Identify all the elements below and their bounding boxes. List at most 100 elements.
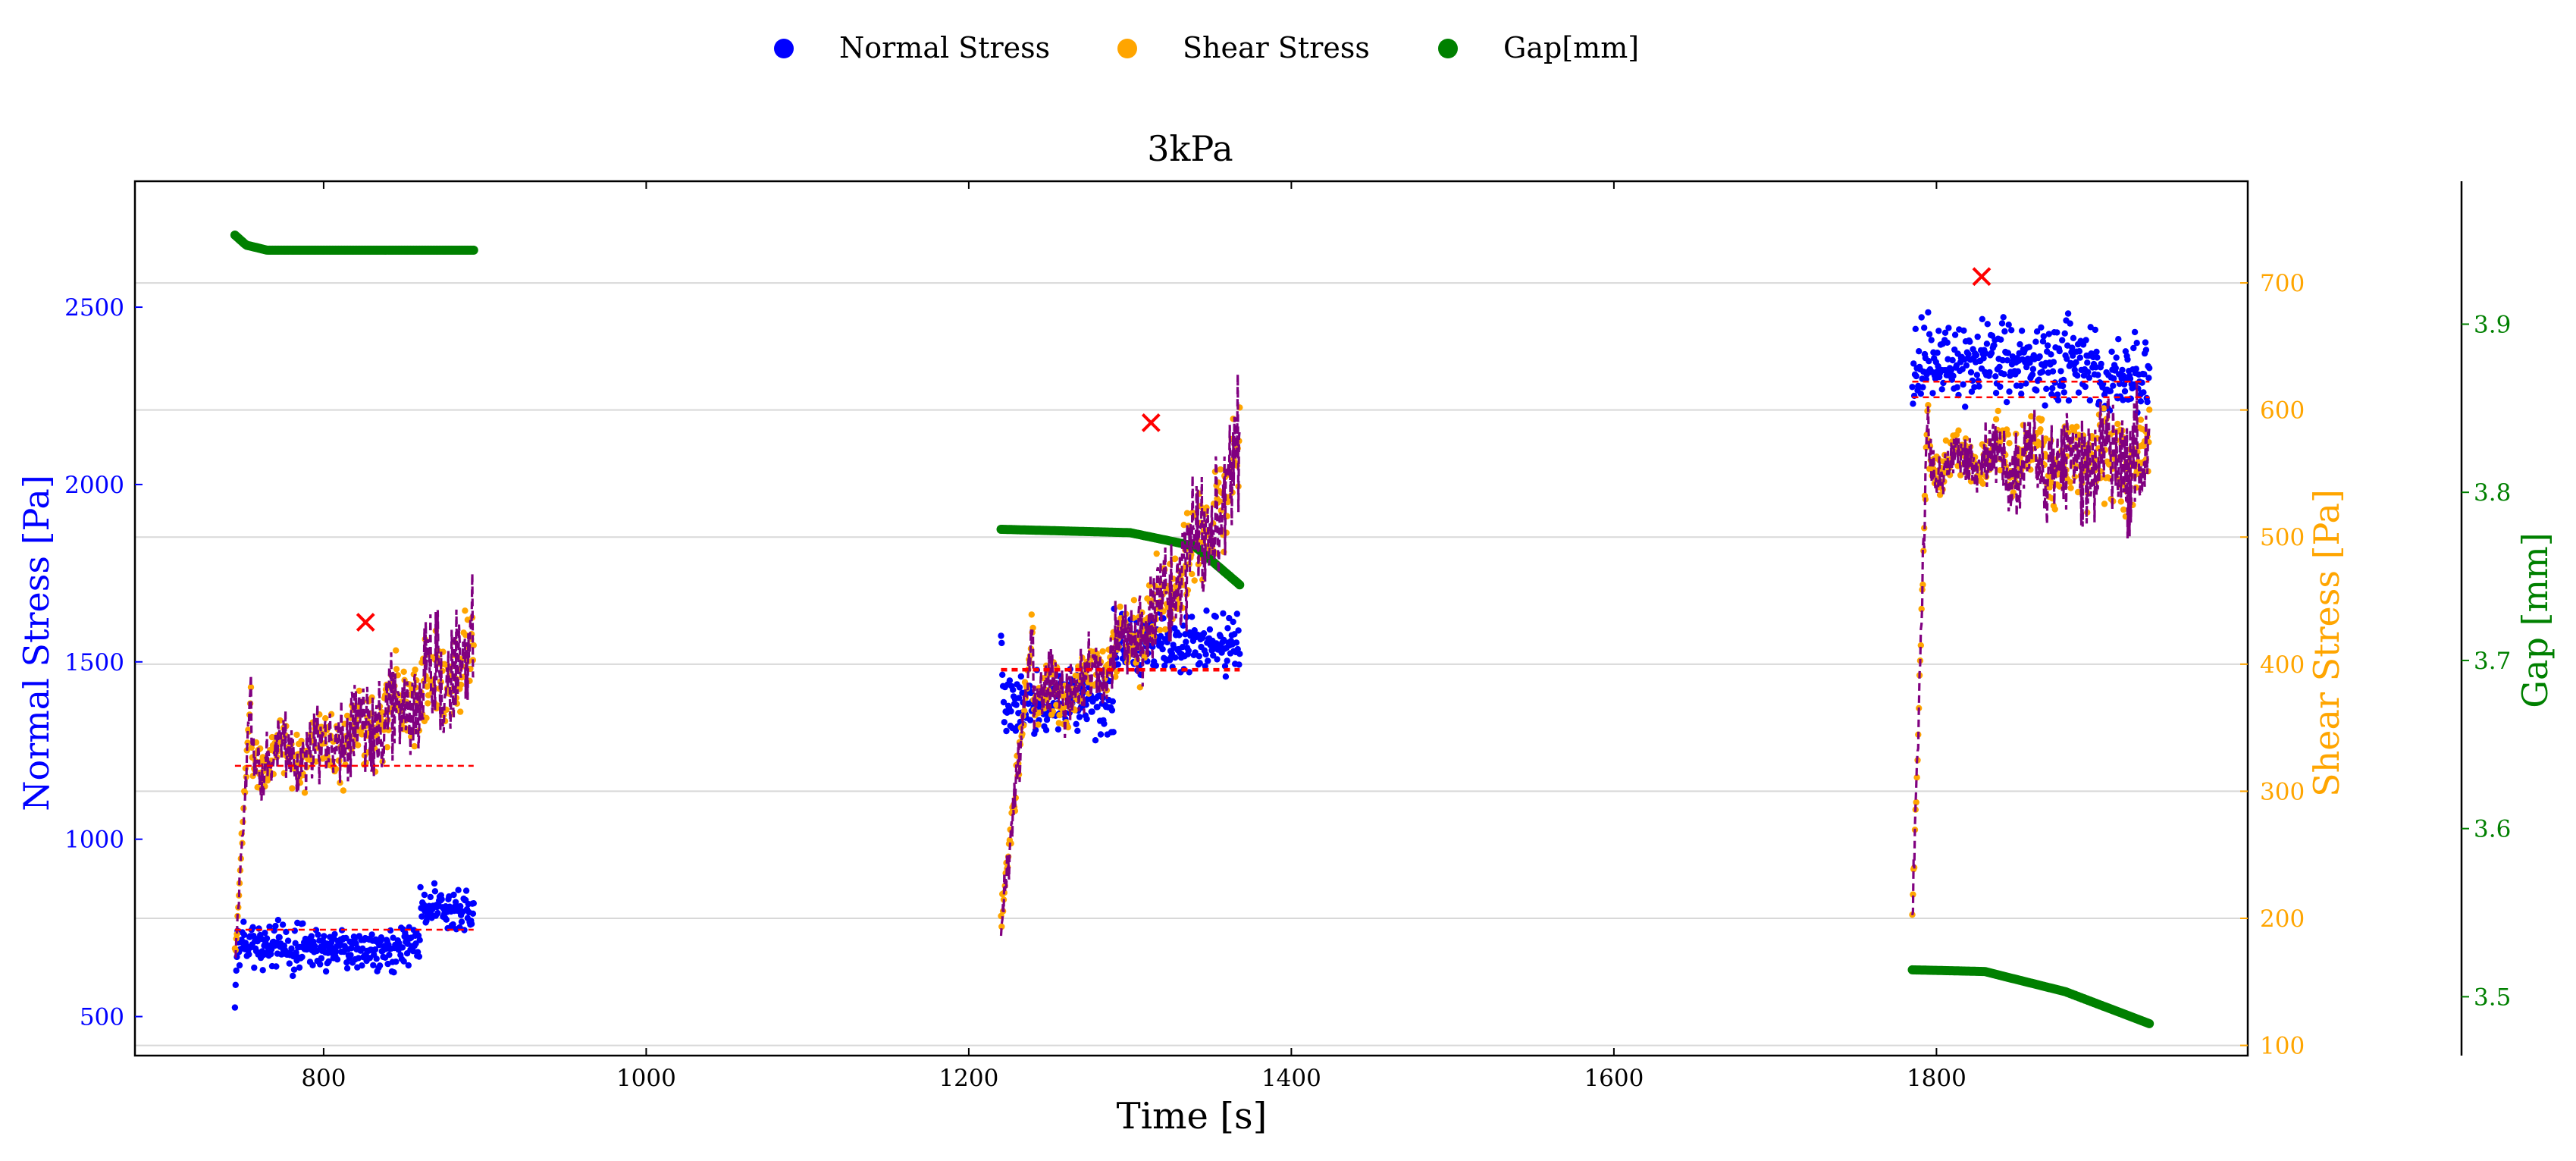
- normal-stress-point: [2036, 353, 2043, 360]
- normal-stress-point: [2084, 359, 2091, 366]
- normal-stress-point: [1954, 384, 1960, 391]
- x-tick-label: 800: [301, 1065, 346, 1092]
- normal-stress-point: [1974, 333, 1981, 340]
- normal-stress-point: [999, 671, 1006, 678]
- normal-stress-point: [416, 937, 423, 943]
- normal-stress-point: [431, 888, 439, 895]
- y-right-tick-label: 300: [2260, 778, 2305, 805]
- normal-stress-point: [2014, 368, 2022, 375]
- normal-stress-point: [2054, 397, 2062, 403]
- normal-stress-point: [293, 949, 299, 956]
- normal-stress-point: [2082, 337, 2089, 344]
- shear-stress-point: [1217, 466, 1224, 473]
- legend: Normal Stress Shear Stress Gap[mm]: [774, 31, 1639, 64]
- normal-stress-point: [1221, 663, 1229, 670]
- normal-stress-point: [2082, 383, 2089, 391]
- normal-stress-point: [286, 960, 293, 967]
- normal-stress-point: [1912, 325, 1919, 332]
- normal-stress-point: [284, 937, 292, 944]
- normal-stress-point: [1221, 636, 1227, 644]
- normal-stress-point: [1919, 384, 1926, 391]
- normal-stress-point: [2039, 338, 2047, 345]
- normal-stress-point: [2092, 364, 2099, 371]
- normal-stress-point: [431, 880, 438, 887]
- normal-stress-point: [2146, 365, 2153, 372]
- legend-normal-label: Normal Stress: [839, 31, 1050, 64]
- shear-stress-point: [412, 666, 418, 673]
- normal-stress-point: [2095, 372, 2101, 378]
- normal-stress-point: [1910, 400, 1916, 407]
- normal-stress-point: [1991, 342, 1998, 349]
- normal-stress-point: [1212, 613, 1220, 620]
- normal-stress-point: [313, 947, 320, 955]
- normal-stress-point: [2056, 347, 2063, 355]
- legend-shear-marker: [1117, 39, 1137, 58]
- normal-stress-point: [443, 916, 450, 923]
- normal-stress-point: [418, 913, 425, 920]
- shear-stress-point: [2073, 423, 2080, 430]
- normal-stress-point: [2131, 328, 2139, 336]
- shear-stress-point: [457, 681, 465, 689]
- normal-stress-point: [1960, 327, 1967, 334]
- normal-stress-point: [1089, 708, 1095, 715]
- shear-stress-point: [233, 930, 240, 938]
- normal-stress-point: [450, 891, 457, 899]
- normal-stress-point: [2029, 371, 2036, 378]
- legend-normal-marker: [774, 39, 794, 58]
- normal-stress-point: [2017, 382, 2024, 389]
- normal-stress-point: [2059, 337, 2066, 344]
- normal-stress-point: [262, 930, 268, 937]
- shear-stress-point: [1056, 711, 1063, 719]
- normal-stress-point: [1074, 727, 1081, 734]
- normal-stress-point: [1189, 613, 1196, 620]
- y-right-tick-label: 500: [2260, 524, 2305, 551]
- normal-stress-point: [268, 950, 274, 958]
- normal-stress-point: [2115, 336, 2122, 343]
- normal-stress-point: [1224, 625, 1231, 632]
- normal-stress-point: [457, 902, 464, 910]
- normal-stress-point: [1992, 373, 1999, 380]
- normal-stress-point: [417, 883, 424, 891]
- normal-stress-point: [1196, 660, 1203, 667]
- shear-stress-point: [2120, 506, 2127, 513]
- normal-stress-point: [1226, 614, 1233, 622]
- normal-stress-point: [1231, 631, 1238, 638]
- shear-stress-point: [1021, 708, 1028, 714]
- normal-stress-point: [276, 934, 283, 941]
- normal-stress-point: [2018, 391, 2025, 397]
- normal-stress-point: [255, 925, 262, 932]
- normal-stress-point: [399, 944, 406, 951]
- normal-stress-point: [2124, 356, 2131, 363]
- normal-stress-point: [1016, 684, 1023, 691]
- shear-stress-point: [462, 607, 469, 614]
- normal-stress-point: [1003, 727, 1010, 735]
- normal-stress-point: [455, 886, 462, 893]
- normal-stress-point: [240, 918, 247, 925]
- normal-stress-point: [1938, 386, 1945, 393]
- normal-stress-point: [1109, 698, 1117, 705]
- y-left-tick-label: 2000: [64, 472, 124, 499]
- normal-stress-point: [2006, 388, 2013, 395]
- legend-gap-marker: [1438, 39, 1458, 58]
- shear-stress-point: [1191, 577, 1198, 584]
- normal-stress-point: [2085, 369, 2092, 375]
- normal-stress-point: [2092, 326, 2098, 334]
- shear-stress-point: [355, 742, 362, 748]
- normal-stress-point: [1055, 726, 1062, 733]
- normal-stress-point: [1196, 653, 1203, 660]
- shear-stress-point: [457, 708, 464, 715]
- normal-stress-point: [2054, 391, 2061, 398]
- normal-stress-point: [1925, 309, 1932, 316]
- normal-stress-point: [2026, 344, 2032, 350]
- normal-stress-point: [1973, 372, 1981, 378]
- normal-stress-point: [1001, 719, 1008, 726]
- normal-stress-point: [386, 951, 393, 959]
- shear-stress-point: [268, 733, 276, 741]
- shear-stress-point: [2137, 416, 2145, 423]
- normal-stress-point: [378, 934, 385, 941]
- shear-stress-point: [425, 700, 431, 707]
- shear-stress-point: [1099, 648, 1106, 655]
- normal-stress-point: [390, 934, 396, 941]
- normal-stress-point: [2112, 365, 2119, 372]
